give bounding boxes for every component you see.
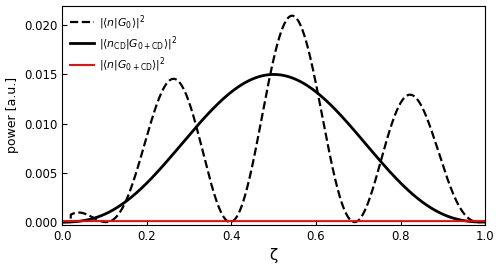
$|\langle n |G_0\rangle|^2$: [60, 221, 66, 224]
$|\langle n_{\mathrm{CD}} |G_{0+\mathrm{CD}}\rangle|^2$: [60, 221, 66, 224]
$|\langle n_{\mathrm{CD}} |G_{0+\mathrm{CD}}\rangle|^2$: [470, 220, 476, 223]
$|\langle n_{\mathrm{CD}} |G_{0+\mathrm{CD}}\rangle|^2$: [482, 221, 488, 224]
$|\langle n |G_0\rangle|^2$: [289, 14, 295, 17]
$|\langle n |G_{0+\mathrm{CD}}\rangle|^2$: [470, 220, 476, 223]
Legend: $|\langle n |G_0\rangle|^2$, $|\langle n_{\mathrm{CD}} |G_{0+\mathrm{CD}}\rangle: $|\langle n |G_0\rangle|^2$, $|\langle n…: [68, 11, 180, 76]
$|\langle n |G_{0+\mathrm{CD}}\rangle|^2$: [81, 220, 87, 223]
$|\langle n |G_0\rangle|^2$: [482, 220, 488, 223]
$|\langle n |G_0\rangle|^2$: [470, 219, 476, 222]
Y-axis label: power [a.u.]: power [a.u.]: [6, 77, 18, 153]
$|\langle n |G_0\rangle|^2$: [265, 84, 271, 87]
$|\langle n_{\mathrm{CD}} |G_{0+\mathrm{CD}}\rangle|^2$: [265, 73, 271, 76]
$|\langle n |G_0\rangle|^2$: [392, 112, 398, 115]
$|\langle n |G_{0+\mathrm{CD}}\rangle|^2$: [254, 220, 260, 223]
$|\langle n |G_{0+\mathrm{CD}}\rangle|^2$: [60, 220, 66, 223]
$|\langle n_{\mathrm{CD}} |G_{0+\mathrm{CD}}\rangle|^2$: [81, 219, 87, 222]
Line: $|\langle n_{\mathrm{CD}} |G_{0+\mathrm{CD}}\rangle|^2$: $|\langle n_{\mathrm{CD}} |G_{0+\mathrm{…: [62, 75, 485, 222]
Line: $|\langle n |G_0\rangle|^2$: $|\langle n |G_0\rangle|^2$: [62, 16, 485, 222]
$|\langle n_{\mathrm{CD}} |G_{0+\mathrm{CD}}\rangle|^2$: [392, 176, 398, 179]
$|\langle n |G_0\rangle|^2$: [81, 212, 87, 215]
$|\langle n |G_0\rangle|^2$: [254, 143, 260, 146]
$|\langle n_{\mathrm{CD}} |G_{0+\mathrm{CD}}\rangle|^2$: [470, 220, 476, 223]
$|\langle n_{\mathrm{CD}} |G_{0+\mathrm{CD}}\rangle|^2$: [270, 73, 276, 76]
$|\langle n |G_{0+\mathrm{CD}}\rangle|^2$: [265, 220, 271, 223]
$|\langle n |G_{0+\mathrm{CD}}\rangle|^2$: [470, 220, 476, 223]
$|\langle n |G_{0+\mathrm{CD}}\rangle|^2$: [482, 220, 488, 223]
$|\langle n |G_0\rangle|^2$: [470, 220, 476, 223]
$|\langle n_{\mathrm{CD}} |G_{0+\mathrm{CD}}\rangle|^2$: [254, 76, 260, 79]
$|\langle n |G_{0+\mathrm{CD}}\rangle|^2$: [392, 220, 398, 223]
X-axis label: ζ: ζ: [270, 249, 278, 263]
